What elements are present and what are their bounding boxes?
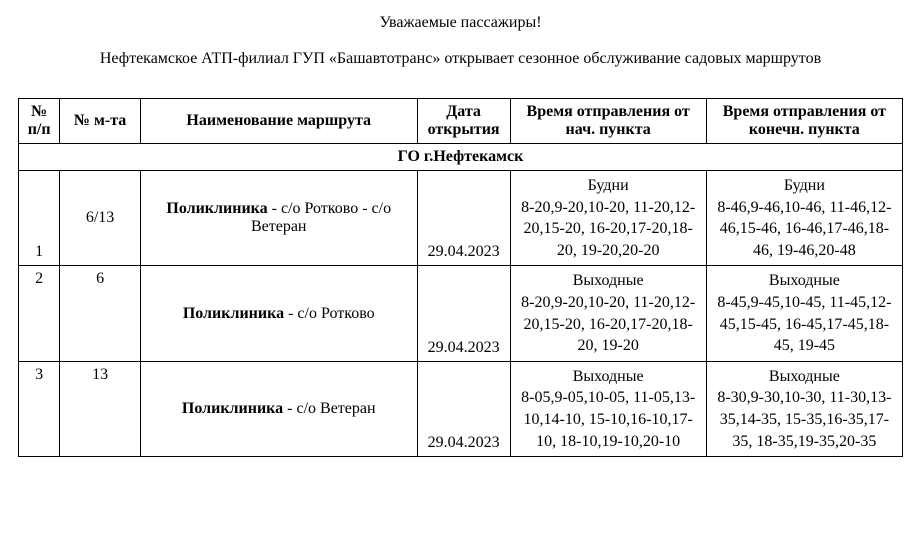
dep-end-times: 8-30,9-30,10-30, 11-30,13-35,14-35, 15-3… (713, 387, 896, 452)
cell-route-no: 6 (60, 266, 141, 361)
cell-route-no: 13 (60, 361, 141, 456)
dep-start-label: Выходные (517, 270, 700, 292)
col-header-dep-start: Время отправления от нач. пункта (510, 99, 706, 144)
cell-num: 1 (19, 171, 60, 266)
section-label: ГО г.Нефтекамск (19, 144, 903, 171)
table-row: 2 6 Поликлиника - с/о Ротково 29.04.2023… (19, 266, 903, 361)
table-header-row: № п/п № м-та Наименование маршрута Дата … (19, 99, 903, 144)
page-subheading: Нефтекамское АТП-филиал ГУП «Башавтотран… (18, 50, 903, 68)
cell-open-date: 29.04.2023 (417, 361, 510, 456)
cell-dep-end: Выходные 8-30,9-30,10-30, 11-30,13-35,14… (706, 361, 902, 456)
dep-start-label: Будни (517, 175, 700, 197)
col-header-route-no: № м-та (60, 99, 141, 144)
cell-num: 3 (19, 361, 60, 456)
dep-start-times: 8-20,9-20,10-20, 11-20,12-20,15-20, 16-2… (517, 197, 700, 262)
col-header-num: № п/п (19, 99, 60, 144)
dep-end-label: Выходные (713, 366, 896, 388)
dep-start-label: Выходные (517, 366, 700, 388)
cell-route-name: Поликлиника - с/о Ветеран (140, 361, 417, 456)
cell-route-no: 6/13 (60, 171, 141, 266)
cell-dep-end: Выходные 8-45,9-45,10-45, 11-45,12-45,15… (706, 266, 902, 361)
cell-route-name: Поликлиника - с/о Ротково (140, 266, 417, 361)
dep-start-times: 8-20,9-20,10-20, 11-20,12-20,15-20, 16-2… (517, 292, 700, 357)
table-row: 3 13 Поликлиника - с/о Ветеран 29.04.202… (19, 361, 903, 456)
dep-end-times: 8-45,9-45,10-45, 11-45,12-45,15-45, 16-4… (713, 292, 896, 357)
cell-open-date: 29.04.2023 (417, 171, 510, 266)
route-name-rest: - с/о Ротково (284, 305, 375, 322)
cell-open-date: 29.04.2023 (417, 266, 510, 361)
route-name-rest: - с/о Ротково - с/о Ветеран (251, 200, 391, 235)
cell-dep-start: Будни 8-20,9-20,10-20, 11-20,12-20,15-20… (510, 171, 706, 266)
table-row: 1 6/13 Поликлиника - с/о Ротково - с/о В… (19, 171, 903, 266)
col-header-open-date: Дата открытия (417, 99, 510, 144)
dep-end-label: Будни (713, 175, 896, 197)
dep-start-times: 8-05,9-05,10-05, 11-05,13-10,14-10, 15-1… (517, 387, 700, 452)
route-name-rest: - с/о Ветеран (283, 400, 375, 417)
col-header-route-name: Наименование маршрута (140, 99, 417, 144)
section-row: ГО г.Нефтекамск (19, 144, 903, 171)
cell-dep-start: Выходные 8-20,9-20,10-20, 11-20,12-20,15… (510, 266, 706, 361)
route-name-bold: Поликлиника (166, 200, 267, 217)
schedule-table: № п/п № м-та Наименование маршрута Дата … (18, 98, 903, 457)
route-name-bold: Поликлиника (183, 305, 284, 322)
dep-end-times: 8-46,9-46,10-46, 11-46,12-46,15-46, 16-4… (713, 197, 896, 262)
route-name-bold: Поликлиника (182, 400, 283, 417)
col-header-dep-end: Время отправления от конечн. пункта (706, 99, 902, 144)
cell-dep-end: Будни 8-46,9-46,10-46, 11-46,12-46,15-46… (706, 171, 902, 266)
cell-route-name: Поликлиника - с/о Ротково - с/о Ветеран (140, 171, 417, 266)
dep-end-label: Выходные (713, 270, 896, 292)
cell-num: 2 (19, 266, 60, 361)
cell-dep-start: Выходные 8-05,9-05,10-05, 11-05,13-10,14… (510, 361, 706, 456)
page-heading: Уважаемые пассажиры! (18, 14, 903, 32)
